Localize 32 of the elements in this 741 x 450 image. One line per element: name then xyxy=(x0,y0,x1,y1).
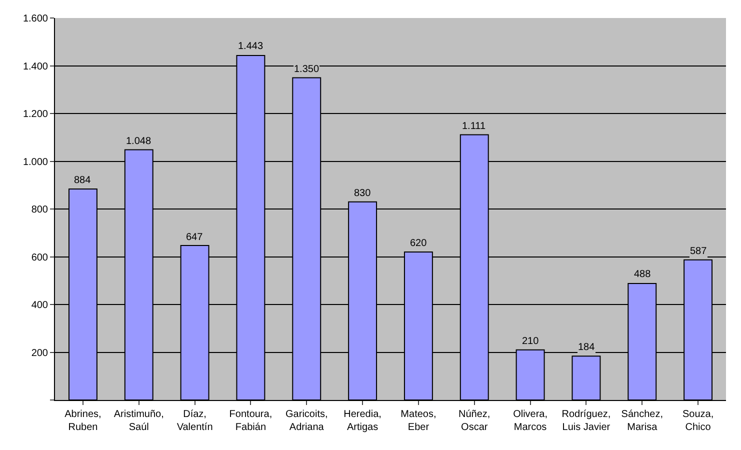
x-tick-label: Souza, Chico xyxy=(682,409,714,433)
x-tick-label: Mateos, Eber xyxy=(400,409,436,433)
y-tick-label: 200 xyxy=(31,348,48,359)
data-label: 587 xyxy=(690,246,708,257)
data-label: 647 xyxy=(186,232,204,243)
data-label: 1.111 xyxy=(462,121,486,132)
y-tick-label: 1.400 xyxy=(22,61,48,72)
y-tick-label: 400 xyxy=(31,300,48,311)
y-tick-label: 1.200 xyxy=(22,109,48,120)
y-tick-label: 800 xyxy=(31,204,48,216)
data-label: 488 xyxy=(634,269,652,280)
x-tick-label: Sánchez, Marisa xyxy=(621,409,663,433)
y-tick-label: 600 xyxy=(31,252,48,264)
x-tick-label: Fontoura, Fabián xyxy=(229,409,272,433)
x-tick-label: Garicoits, Adriana xyxy=(286,409,328,433)
data-label: 1.443 xyxy=(238,41,264,52)
data-label: 1.350 xyxy=(294,64,320,75)
data-label: 884 xyxy=(74,175,92,186)
data-label: 620 xyxy=(410,238,428,249)
x-tick-label: Olivera, Marcos xyxy=(513,409,548,433)
x-tick-label: Heredia, Artigas xyxy=(344,409,382,433)
x-tick-label: Rodríguez, Luis Javier xyxy=(562,409,611,433)
y-tick-label: 1.000 xyxy=(22,156,48,168)
x-tick-label: Aristimuño, Saúl xyxy=(114,409,164,433)
y-tick-label: 1.600 xyxy=(22,14,48,24)
x-tick-label: Abrines, Ruben xyxy=(64,409,102,433)
data-label: 1.048 xyxy=(126,136,152,147)
data-label: 210 xyxy=(522,336,540,347)
x-tick-label: Núñez, Oscar xyxy=(458,409,490,433)
data-label: 184 xyxy=(578,342,596,353)
x-tick-label: Díaz, Valentín xyxy=(176,409,213,433)
data-label: 830 xyxy=(354,188,372,199)
